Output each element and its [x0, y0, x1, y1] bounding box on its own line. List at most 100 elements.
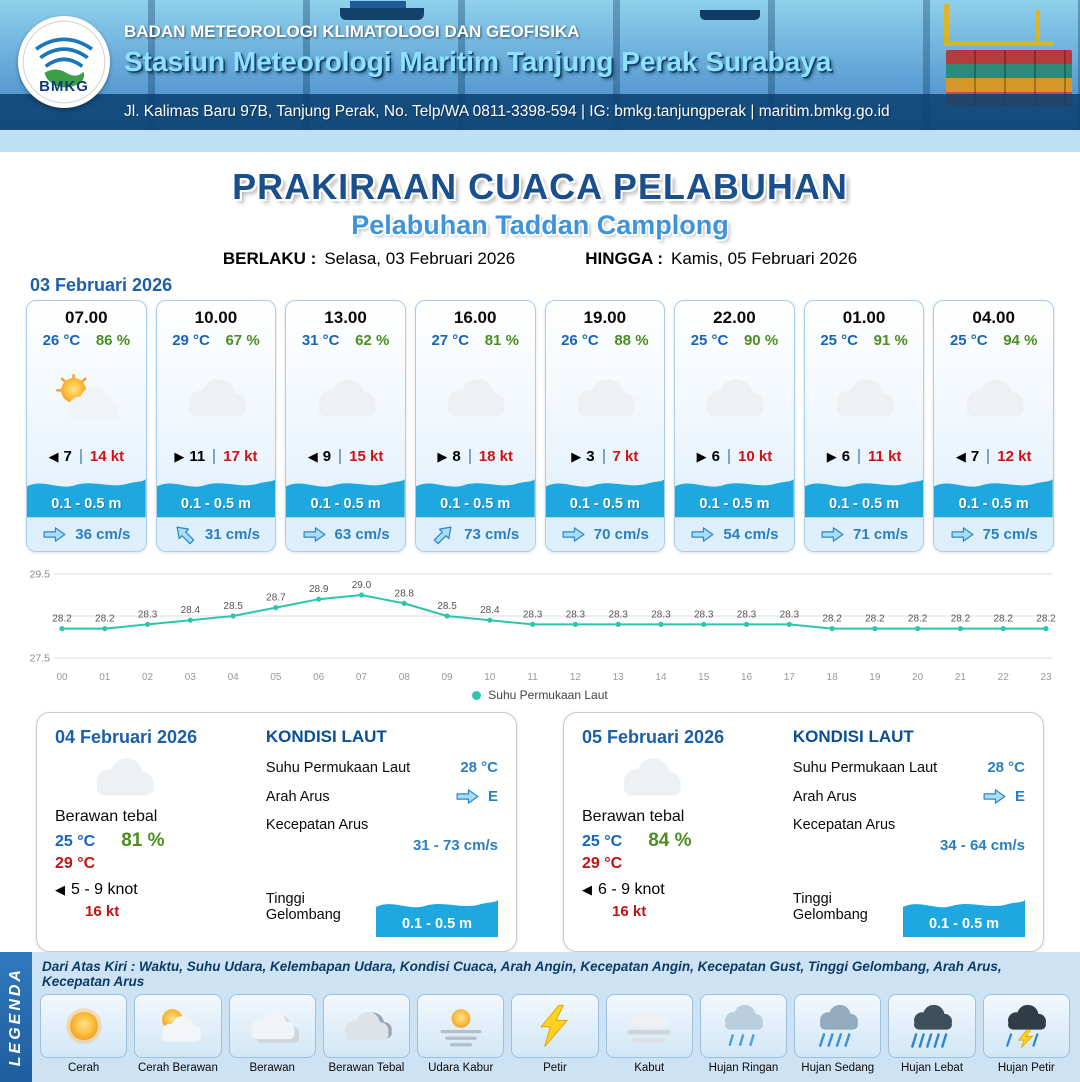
sea-section-title: KONDISI LAUT [265, 727, 387, 746]
wind-direction-icon: ◀ [307, 448, 318, 464]
day-card: 04 Februari 2026 Berawan tebal 25 °C 81 … [36, 712, 517, 952]
cloudy-icon [623, 758, 681, 796]
sst-row: Suhu Permukaan Laut 28 °C [793, 759, 1025, 776]
svg-text:28.3: 28.3 [608, 609, 628, 620]
current-speed-label: Kecepatan Arus [265, 817, 369, 833]
wave-height-band: 0.1 - 0.5 m [156, 470, 276, 517]
temp-humidity-row: 25 °C 94 % [934, 332, 1053, 349]
day-date: 05 Februari 2026 [582, 727, 725, 747]
ship-illustration [340, 1, 424, 20]
air-temp: 31 °C [301, 332, 340, 349]
current-speed-row: Kecepatan Arus 31 - 73 cm/s [266, 817, 498, 854]
wind-row: ▶ 3 7 kt [546, 448, 665, 465]
gust-speed: 18 kt [478, 448, 513, 465]
svg-text:28.8: 28.8 [395, 588, 415, 599]
gust-speed: 7 kt [612, 448, 639, 465]
forecast-card: 07.00 26 °C 86 % ◀ 7 14 kt 0.1 - 0.5 m 3… [26, 300, 147, 552]
weather-icon-wrap [286, 349, 405, 448]
svg-text:28.3: 28.3 [694, 609, 714, 620]
forecast-date: 03 Februari 2026 [30, 275, 173, 295]
wave-label: Tinggi Gelombang [792, 891, 868, 923]
legend-label: Cerah Berawan [137, 1062, 218, 1074]
legend-section: LEGENDA Dari Atas Kiri : Waktu, Suhu Uda… [0, 952, 1080, 1082]
wind-speed: 6 [841, 448, 851, 465]
wave-height-band: 0.1 - 0.5 m [934, 470, 1053, 517]
divider [79, 449, 82, 464]
sst-chart-legend: Suhu Permukaan Laut [0, 688, 1080, 702]
bmkg-logo-text: BMKG [39, 78, 89, 95]
wind-row: ◀ 9 15 kt [286, 448, 405, 465]
day-condition: Berawan tebal [582, 808, 685, 825]
cloudy-icon [251, 1011, 300, 1043]
svg-text:28.3: 28.3 [138, 609, 158, 620]
valid-from: BERLAKU : Selasa, 03 Februari 2026 [223, 249, 515, 269]
svg-text:28.2: 28.2 [993, 614, 1013, 625]
legend-icon-box [888, 994, 976, 1058]
current-speed: 31 cm/s [204, 526, 260, 543]
legend-label: Udara Kabur [428, 1062, 494, 1074]
current-direction-row: Arah Arus E [793, 788, 1025, 805]
humidity: 62 % [355, 332, 390, 349]
current-speed: 54 cm/s [723, 526, 779, 543]
sst-chart-wrap: 29.5 27.5 28.2 00 28.2 01 28.3 02 28.4 03 28.5 04 28… [0, 558, 1080, 688]
svg-text:06: 06 [313, 672, 325, 683]
forecast-card: 13.00 31 °C 62 % ◀ 9 15 kt 0.1 - 0.5 m 6… [285, 300, 406, 552]
weather-icon-wrap [805, 349, 924, 448]
page-title: PRAKIRAAN CUACA PELABUHAN [232, 166, 848, 207]
lightning-icon [539, 1004, 569, 1047]
humidity: 67 % [225, 332, 260, 349]
partly-cloudy-icon [55, 372, 120, 421]
humidity: 88 % [614, 332, 649, 349]
current-speed-label: Kecepatan Arus [792, 817, 896, 833]
divider [858, 449, 861, 464]
wind-direction-icon: ▶ [437, 448, 448, 464]
wind-direction-icon: ▶ [696, 448, 707, 464]
wave-height-badge: 0.1 - 0.5 m [376, 891, 498, 937]
day-temp-row: 25 °C 84 % [582, 830, 777, 852]
humidity: 81 % [121, 830, 165, 851]
wind-direction-icon: ◀ [955, 448, 966, 464]
current-direction-icon [562, 527, 585, 542]
wind-speed: 6 [711, 448, 720, 465]
current-direction-icon [821, 527, 844, 542]
legend-label: Cerah [67, 1062, 100, 1074]
valid-until-value: Kamis, 05 Februari 2026 [671, 249, 858, 268]
weather-icon-wrap [416, 349, 535, 448]
wave-height-badge: 0.1 - 0.5 m [903, 891, 1025, 937]
gust-speed: 15 kt [349, 448, 384, 465]
legend-label: Hujan Ringan [708, 1062, 779, 1074]
svg-text:28.2: 28.2 [1036, 614, 1056, 625]
forecast-card: 22.00 25 °C 90 % ▶ 6 10 kt 0.1 - 0.5 m 5… [674, 300, 795, 552]
legend-item: Hujan Lebat [888, 994, 976, 1075]
current-row: 71 cm/s [804, 517, 924, 551]
current-row: 63 cm/s [286, 517, 405, 551]
humidity: 84 % [648, 830, 692, 851]
crane-illustration [944, 4, 1054, 46]
wind-speed: 7 [970, 448, 980, 465]
station-address: Jl. Kalimas Baru 97B, Tanjung Perak, No.… [124, 103, 890, 120]
forecast-time: 04.00 [972, 308, 1015, 327]
legend-icon-box [322, 994, 411, 1058]
wave-height: 0.1 - 0.5 m [401, 916, 473, 932]
cloudy-icon [447, 378, 505, 416]
day-wind-row: ◀ 5 - 9 knot [55, 881, 250, 899]
overcast-icon [345, 1011, 393, 1041]
wind-row: ▶ 6 10 kt [675, 448, 794, 465]
wave-height: 0.1 - 0.5 m [569, 496, 640, 512]
wave-height: 0.1 - 0.5 m [51, 496, 122, 512]
svg-text:29.5: 29.5 [30, 569, 51, 581]
air-temp: 26 °C [42, 332, 81, 349]
air-temp: 29 °C [172, 332, 210, 349]
svg-text:27.5: 27.5 [30, 653, 51, 665]
legend-icon-box [134, 994, 222, 1058]
day-card-left: 04 Februari 2026 Berawan tebal 25 °C 81 … [55, 727, 250, 937]
svg-text:01: 01 [99, 672, 111, 683]
svg-text:03: 03 [185, 672, 197, 683]
temp-min: 25 °C [582, 833, 623, 850]
wave-row: Tinggi Gelombang 0.1 - 0.5 m [793, 891, 1025, 937]
daily-summary-row: 04 Februari 2026 Berawan tebal 25 °C 81 … [0, 712, 1080, 952]
current-direction-icon [691, 527, 714, 542]
moderate-rain-icon [818, 1004, 858, 1047]
sst-value: 28 °C [460, 759, 498, 776]
